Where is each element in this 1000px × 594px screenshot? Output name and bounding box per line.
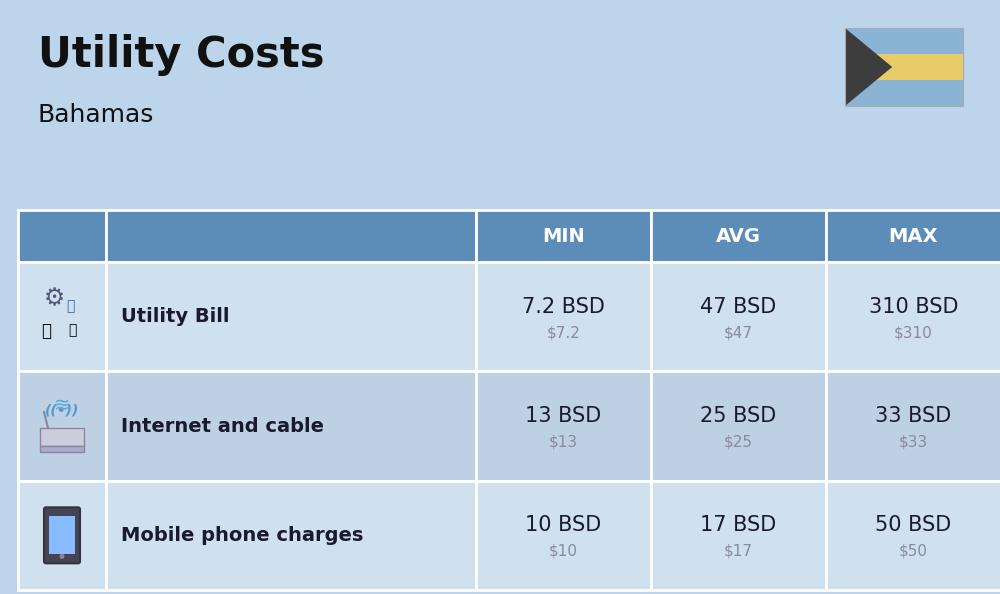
- Text: ((•)): ((•)): [45, 404, 79, 418]
- Text: Internet and cable: Internet and cable: [121, 416, 324, 435]
- Text: MAX: MAX: [889, 226, 938, 245]
- Text: Utility Costs: Utility Costs: [38, 34, 324, 76]
- Bar: [651, 481, 826, 590]
- Text: Bahamas: Bahamas: [38, 103, 154, 127]
- Bar: [826, 481, 1000, 590]
- Bar: [826, 262, 1000, 371]
- Text: $10: $10: [549, 544, 578, 559]
- Text: $25: $25: [724, 434, 753, 450]
- Bar: [18, 262, 106, 371]
- Text: 13 BSD: 13 BSD: [525, 406, 602, 426]
- Text: $50: $50: [899, 544, 928, 559]
- Text: 50 BSD: 50 BSD: [875, 516, 952, 535]
- Text: Utility Bill: Utility Bill: [121, 307, 230, 326]
- Bar: [40, 428, 84, 446]
- Bar: [651, 371, 826, 481]
- Bar: [476, 481, 651, 590]
- Text: 7.2 BSD: 7.2 BSD: [522, 296, 605, 317]
- Text: 25 BSD: 25 BSD: [700, 406, 777, 426]
- Bar: [826, 371, 1000, 481]
- Bar: [18, 371, 106, 481]
- Text: 33 BSD: 33 BSD: [875, 406, 952, 426]
- FancyBboxPatch shape: [44, 507, 80, 563]
- Text: ≋: ≋: [54, 397, 70, 415]
- Text: 👤: 👤: [66, 299, 74, 314]
- Bar: [651, 262, 826, 371]
- Bar: [18, 481, 106, 590]
- Text: 10 BSD: 10 BSD: [525, 516, 602, 535]
- Text: $17: $17: [724, 544, 753, 559]
- Text: 📱: 📱: [68, 324, 76, 337]
- Bar: [826, 210, 1000, 262]
- Text: AVG: AVG: [716, 226, 761, 245]
- Bar: [476, 262, 651, 371]
- Text: 17 BSD: 17 BSD: [700, 516, 777, 535]
- Bar: [845, 28, 963, 54]
- Bar: [106, 371, 476, 481]
- Bar: [49, 516, 75, 554]
- Text: $33: $33: [899, 434, 928, 450]
- Bar: [106, 262, 476, 371]
- Bar: [476, 371, 651, 481]
- Bar: [40, 446, 84, 452]
- Text: ⚙: ⚙: [43, 287, 65, 311]
- Bar: [651, 210, 826, 262]
- Bar: [106, 481, 476, 590]
- Polygon shape: [845, 28, 892, 106]
- Bar: [18, 210, 106, 262]
- Bar: [845, 80, 963, 106]
- Text: $13: $13: [549, 434, 578, 450]
- Text: $7.2: $7.2: [547, 325, 580, 340]
- Text: $310: $310: [894, 325, 933, 340]
- Circle shape: [60, 554, 64, 559]
- Text: 310 BSD: 310 BSD: [869, 296, 958, 317]
- Bar: [845, 28, 963, 106]
- Text: $47: $47: [724, 325, 753, 340]
- Bar: [476, 210, 651, 262]
- Bar: [845, 54, 963, 80]
- Bar: [106, 210, 476, 262]
- Text: 47 BSD: 47 BSD: [700, 296, 777, 317]
- Text: 🔌: 🔌: [41, 322, 51, 340]
- Text: MIN: MIN: [542, 226, 585, 245]
- Text: Mobile phone charges: Mobile phone charges: [121, 526, 363, 545]
